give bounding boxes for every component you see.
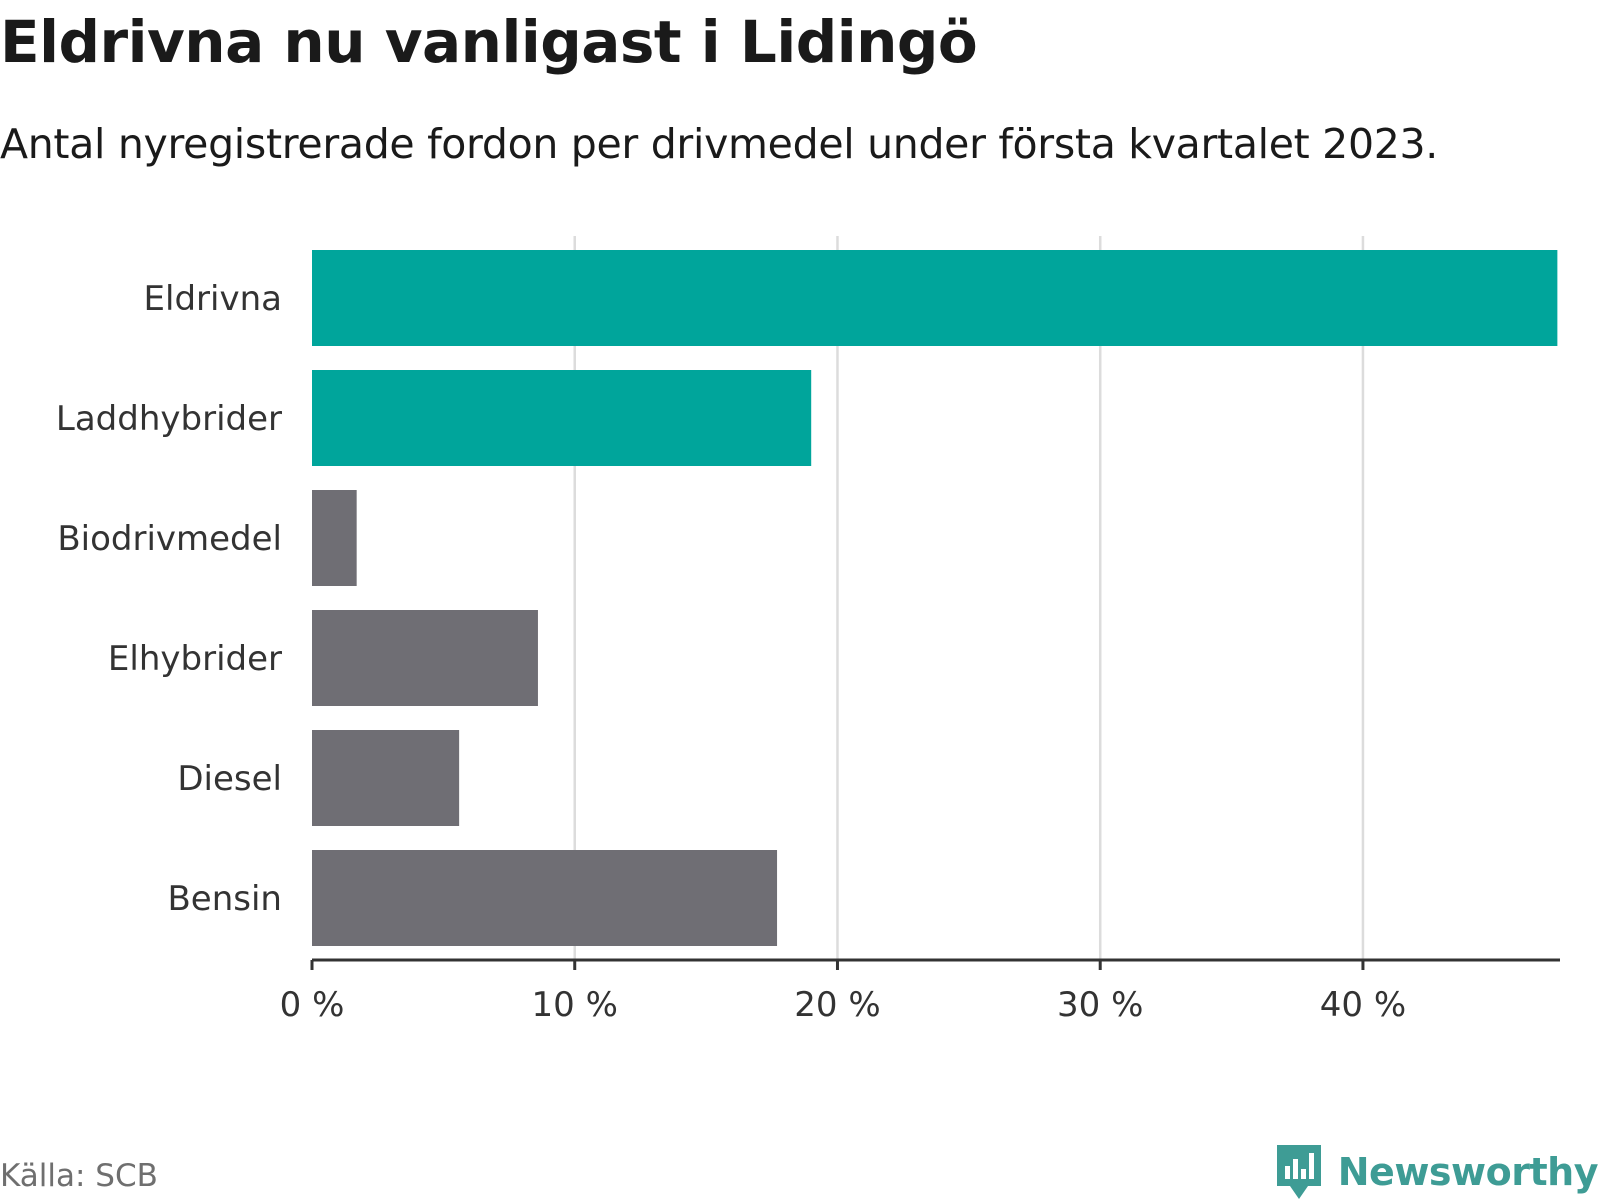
category-label-laddhybrider: Laddhybrider: [56, 399, 282, 439]
bar-biodrivmedel: [312, 490, 357, 586]
x-tick-label-0: 0 %: [280, 985, 345, 1025]
category-label-eldrivna: Eldrivna: [144, 279, 282, 319]
category-label-diesel: Diesel: [177, 759, 282, 799]
x-tick-label-30: 30 %: [1057, 985, 1143, 1025]
source-note: Källa: SCB: [0, 1158, 158, 1194]
category-label-biodrivmedel: Biodrivmedel: [57, 519, 282, 559]
x-tick-label-20: 20 %: [794, 985, 880, 1025]
bar-elhybrider: [312, 610, 538, 706]
newsworthy-logo-icon: [1276, 1145, 1321, 1199]
bar-bensin: [312, 850, 778, 946]
x-tick-label-10: 10 %: [532, 985, 618, 1025]
chart-subtitle: Antal nyregistrerade fordon per drivmede…: [0, 120, 1439, 168]
bar-chart: Eldrivna Laddhybrider Biodrivmedel Elhybrid…: [56, 236, 1560, 1025]
bar-laddhybrider: [312, 370, 812, 466]
x-tick-label-40: 40 %: [1320, 985, 1406, 1025]
category-label-elhybrider: Elhybrider: [108, 639, 282, 679]
bar-eldrivna: [312, 250, 1558, 346]
brand-name: Newsworthy: [1337, 1150, 1599, 1194]
category-label-bensin: Bensin: [167, 879, 282, 919]
chart-title: Eldrivna nu vanligast i Lidingö: [0, 8, 978, 76]
brand-logo: Newsworthy: [1274, 1142, 1599, 1202]
bar-diesel: [312, 730, 460, 826]
